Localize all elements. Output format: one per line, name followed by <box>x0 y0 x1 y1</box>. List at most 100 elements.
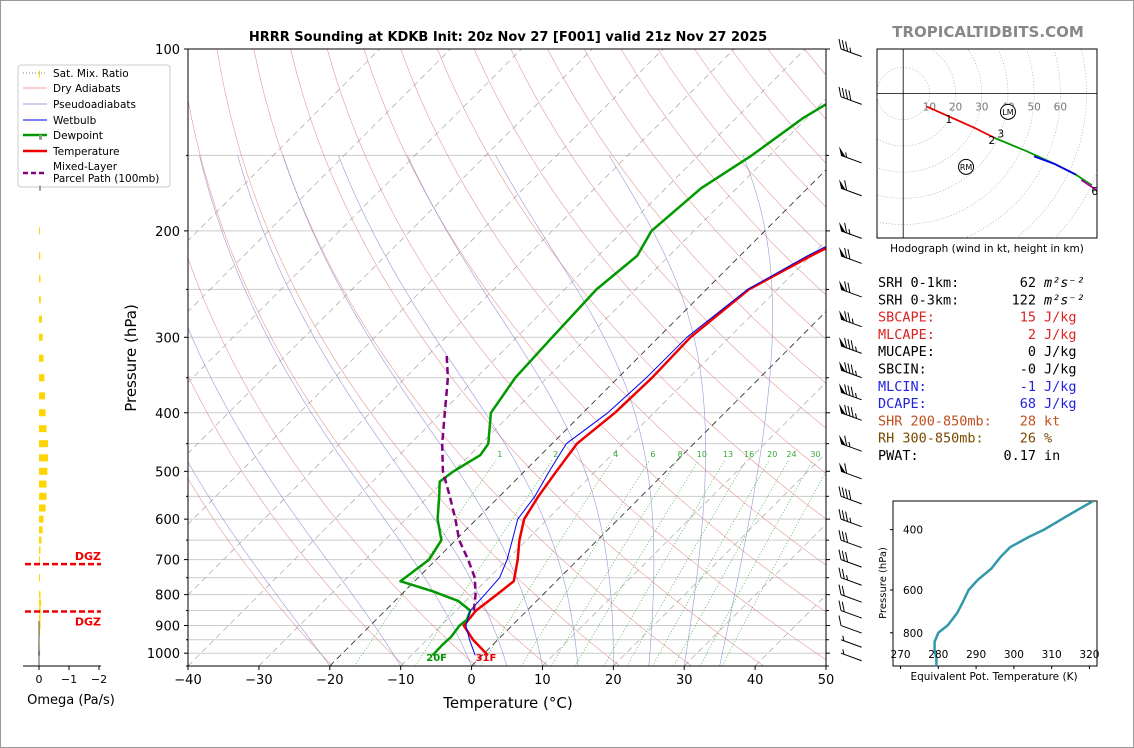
barb-full <box>850 407 854 418</box>
mixing-ratio-label: 24 <box>786 450 796 459</box>
barb-full <box>838 509 842 520</box>
hodo-ring-label: 30 <box>975 102 988 114</box>
barb-staff <box>840 412 862 421</box>
hodo-segment <box>926 105 996 139</box>
wind-barb <box>838 615 862 634</box>
mixing-ratio-label: 30 <box>810 450 820 459</box>
hodo-segment <box>1080 179 1097 192</box>
barb-full <box>844 247 848 259</box>
omega-bar <box>39 296 41 304</box>
x-tick-label: 30 <box>676 673 693 688</box>
y-tick-label: 400 <box>155 407 180 422</box>
omega-bar <box>39 374 45 382</box>
barb-full <box>850 364 854 375</box>
hodo-marker-label: RM <box>960 163 973 172</box>
mixing-ratio-line <box>550 460 677 666</box>
barb-full <box>841 585 845 596</box>
omega-bar <box>39 409 46 417</box>
theta-x-tick-label: 320 <box>1079 649 1099 661</box>
barb-half <box>842 649 845 655</box>
barb-full <box>844 180 848 191</box>
brand-watermark: TROPICALTIDBITS.COM <box>892 23 1084 41</box>
omega-bar <box>39 275 41 283</box>
mixing-ratio-label: 6 <box>650 450 655 459</box>
theta-x-tick-label: 300 <box>1004 649 1024 661</box>
barb-half <box>855 392 857 399</box>
y-tick-label: 100 <box>155 43 180 58</box>
index-unit: in <box>1044 448 1060 464</box>
barb-flag <box>839 179 846 190</box>
dry-adiabat <box>583 49 826 340</box>
omega-bar <box>39 574 40 582</box>
series-dewpoint <box>399 102 826 657</box>
barb-half <box>849 517 852 523</box>
barb-full <box>850 340 854 351</box>
hodo-marker-circle <box>999 103 1016 120</box>
series-temperature <box>462 246 826 657</box>
y-tick-label: 900 <box>155 620 180 635</box>
theta-x-tick-label: 310 <box>1042 649 1062 661</box>
index-value: 0.17 <box>1003 448 1036 464</box>
theta-x-axis-label: Equivalent Pot. Temperature (K) <box>910 671 1077 683</box>
barb-staff <box>840 187 862 197</box>
x-tick-label: 50 <box>818 673 835 688</box>
legend-label: Sat. Mix. Ratio <box>53 68 129 80</box>
isotherm <box>471 310 826 666</box>
mixing-ratio-label: 8 <box>678 450 683 459</box>
index-unit: m²s⁻² <box>1043 292 1085 308</box>
dry-adiabat <box>510 49 826 429</box>
barb-full <box>847 312 851 323</box>
y-tick-label: 600 <box>155 513 180 528</box>
barb-full <box>844 362 848 373</box>
mixing-ratio-line <box>699 460 813 666</box>
omega-tick-label: −2 <box>91 673 107 686</box>
barb-full <box>838 567 842 578</box>
barb-full <box>841 531 845 542</box>
index-unit: m²s⁻² <box>1043 275 1085 291</box>
x-axis-label: Temperature (°C) <box>442 694 572 712</box>
pseudoadiabat <box>199 155 472 666</box>
omega-bar <box>39 70 40 78</box>
barb-half <box>848 229 851 235</box>
legend-label: Wetbulb <box>53 115 97 127</box>
pseudoadiabat <box>237 155 508 666</box>
wind-barb <box>840 635 862 648</box>
mixing-ratio-line <box>354 460 497 666</box>
barb-half <box>855 413 857 419</box>
wind-barb <box>839 221 862 239</box>
omega-bar <box>39 454 48 462</box>
dgz-label: DGZ <box>75 615 101 628</box>
omega-tick-label: 0 <box>36 673 43 686</box>
hodo-segment <box>1033 155 1077 176</box>
isotherm <box>684 523 826 666</box>
barb-full <box>841 40 845 51</box>
omega-bar <box>39 622 41 630</box>
mixing-ratio-label: 13 <box>723 450 733 459</box>
barb-full <box>847 339 851 350</box>
index-value: 15 <box>1020 310 1036 326</box>
y-tick-label: 200 <box>155 225 180 240</box>
hodograph-inner: 1020304050601236LMRM <box>877 49 1097 238</box>
x-tick-label: −40 <box>174 673 201 688</box>
omega-bar <box>39 440 48 448</box>
x-tick-label: 0 <box>467 673 475 688</box>
barb-full <box>841 601 845 612</box>
barb-full <box>841 550 845 561</box>
legend-label: Temperature <box>52 146 120 158</box>
barb-staff <box>840 288 862 298</box>
mixing-ratio-line <box>603 460 725 666</box>
y-tick-label: 500 <box>155 465 180 480</box>
omega-bar <box>39 599 42 607</box>
barb-staff <box>840 518 862 528</box>
barb-full <box>847 385 851 396</box>
wind-barb <box>838 584 862 603</box>
indices-table: SRH 0-1km: 62 m²s⁻² SRH 0-3km: 122 m²s⁻² SBCAP… <box>878 275 1085 464</box>
isotherm <box>542 382 826 666</box>
index-unit: J/kg <box>1044 310 1077 326</box>
barb-full <box>844 463 848 474</box>
barb-staff <box>840 495 862 505</box>
barb-full <box>838 86 842 97</box>
barb-full <box>847 282 851 293</box>
hodo-height-label: 1 <box>945 114 952 126</box>
wind-barb <box>839 310 862 328</box>
